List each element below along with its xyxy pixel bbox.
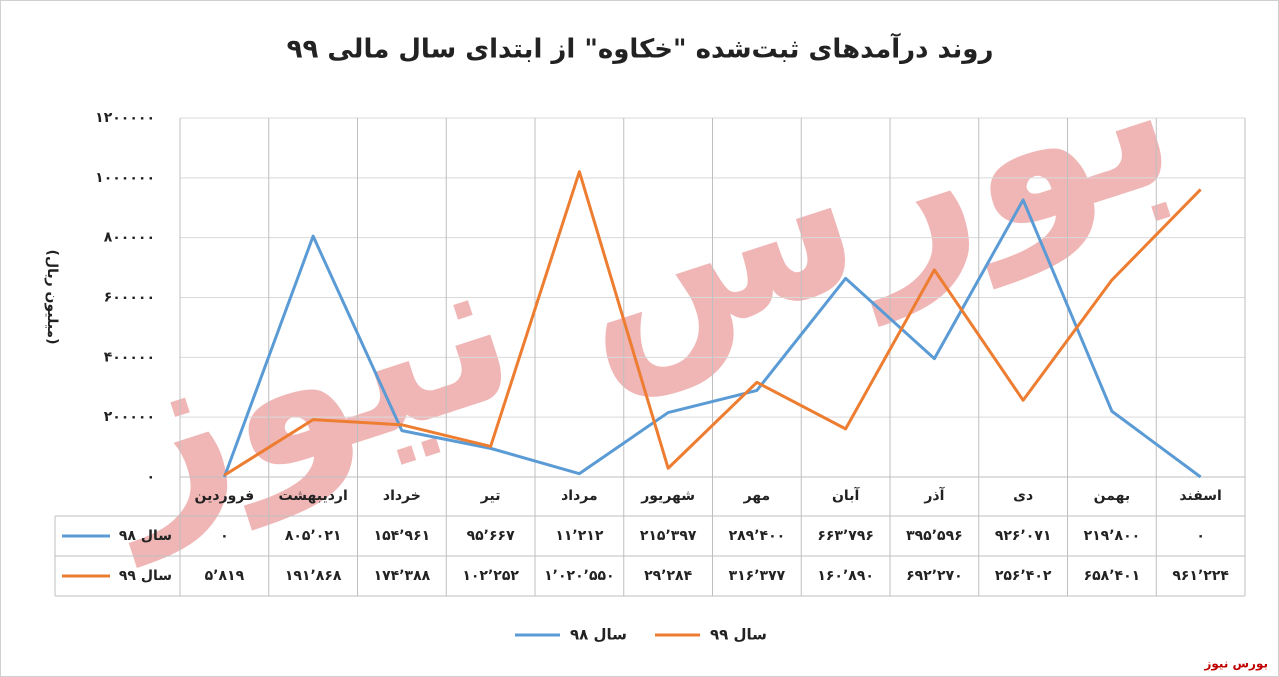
y-tick-label: ۸۰۰۰۰۰ [104,230,155,246]
x-tick-label: شهریور [640,488,695,504]
x-tick-label: مهر [743,488,771,504]
table-value: ۱۰۲٬۲۵۲ [462,568,519,584]
table-value: ۱۷۴٬۳۸۸ [374,568,431,584]
x-tick-label: خرداد [383,488,421,504]
x-tick-label: مرداد [561,488,598,504]
table-value: ۲۱۹٬۸۰۰ [1084,528,1141,544]
y-tick-label: ۱۰۰۰۰۰۰ [95,170,155,186]
table-series-name: سال ۹۹ [119,568,172,584]
table-value: ۱۹۱٬۸۶۸ [285,568,342,584]
chart-title: روند درآمدهای ثبت‌شده "خکاوه" از ابتدای … [287,33,994,65]
table-value: ۹۵٬۶۶۷ [467,528,515,544]
y-axis-label: (میلیون ریال) [44,250,60,345]
series-line [222,198,1202,479]
x-tick-label: آذر [923,486,945,504]
series-line [223,170,1202,477]
table-value: ۲۹٬۲۸۴ [644,568,692,584]
table-value: ۶۹۲٬۲۷۰ [906,568,963,584]
table-value: ۰ [220,528,229,544]
table-value: ۱۶۰٬۸۹۰ [817,568,874,584]
legend-label: سال ۹۹ [710,626,767,644]
table-value: ۹۶۱٬۲۲۴ [1172,568,1229,584]
table-value: ۱٬۰۲۰٬۵۵۰ [544,568,614,584]
y-tick-label: ۲۰۰۰۰۰ [104,409,155,425]
table-value: ۸۰۵٬۰۲۱ [285,528,342,544]
table-series-name: سال ۹۸ [119,528,172,544]
table-value: ۶۵۸٬۴۰۱ [1084,568,1141,584]
table-value: ۱۵۴٬۹۶۱ [374,528,431,544]
x-tick-label: بهمن [1094,488,1130,504]
table-value: ۹۲۶٬۰۷۱ [995,528,1052,544]
x-tick-label: اسفند [1179,488,1221,504]
table-value: ۰ [1196,528,1205,544]
table-value: ۱۱٬۲۱۲ [555,528,603,544]
x-tick-label: فروردین [195,488,255,504]
source: بورس نیوز [1203,657,1268,672]
legend-label: سال ۹۸ [570,626,627,644]
table-value: ۳۹۵٬۵۹۶ [906,528,963,544]
y-tick-label: ۰ [146,469,155,485]
table-value: ۲۸۹٬۴۰۰ [729,528,786,544]
y-tick-label: ۴۰۰۰۰۰ [104,349,155,365]
x-tick-label: آبان [832,486,860,504]
y-tick-label: ۱۲۰۰۰۰۰ [95,110,155,126]
y-tick-label: ۶۰۰۰۰۰ [104,290,155,306]
x-tick-label: اردیبهشت [278,488,347,504]
x-tick-label: تیر [480,488,501,504]
table-value: ۲۱۵٬۳۹۷ [640,528,697,544]
table-value: ۶۶۳٬۷۹۶ [817,528,874,544]
table-value: ۲۵۶٬۴۰۲ [995,568,1052,584]
x-tick-label: دی [1013,488,1033,504]
table-value: ۳۱۶٬۳۷۷ [729,568,786,584]
table-value: ۵٬۸۱۹ [205,568,245,584]
